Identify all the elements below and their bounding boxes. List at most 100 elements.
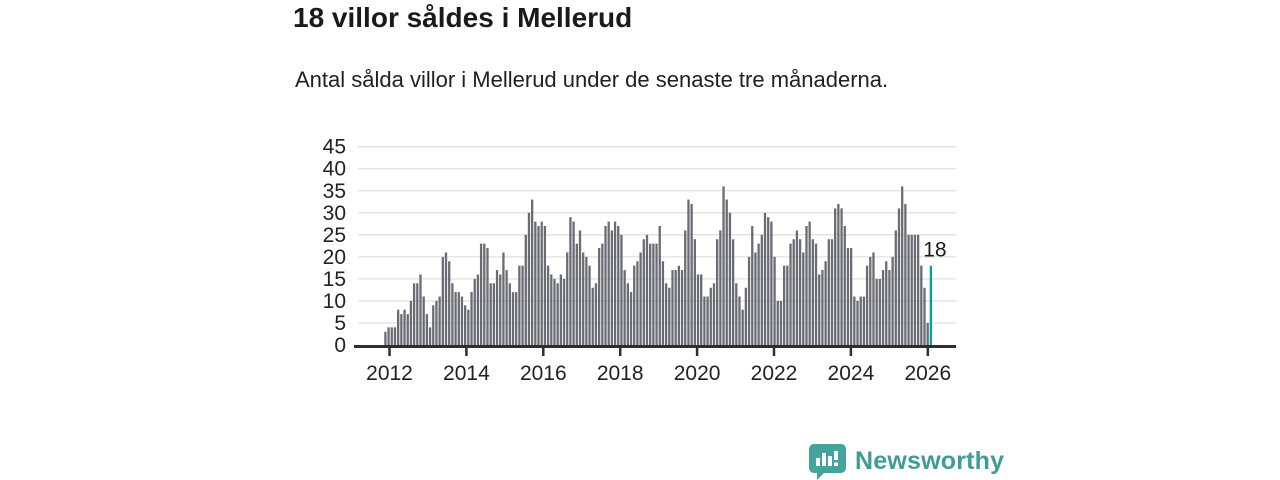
bar [738, 296, 741, 345]
bar [674, 270, 677, 345]
bar [904, 203, 907, 345]
bar [712, 283, 716, 345]
x-tick-label-2014: 2014 [443, 362, 490, 385]
bar [754, 252, 757, 345]
bar [846, 248, 850, 345]
bar [505, 270, 508, 345]
bar [814, 243, 818, 345]
bar [926, 322, 929, 345]
bar [470, 292, 473, 345]
bar [441, 256, 444, 345]
bar [824, 261, 827, 345]
x-tick-label-2024: 2024 [828, 362, 875, 385]
bar [623, 270, 626, 345]
bar [849, 248, 853, 345]
bar [731, 239, 735, 345]
bar [511, 292, 515, 345]
bar [891, 256, 894, 345]
bar [795, 230, 799, 345]
bar [885, 261, 888, 345]
bar [444, 252, 448, 345]
bar [438, 296, 441, 345]
newsworthy-logo: Newsworthy [808, 443, 1004, 480]
bar [798, 239, 802, 345]
bar [671, 270, 674, 345]
bar [572, 221, 575, 345]
bar [865, 265, 869, 345]
bar [920, 265, 923, 345]
y-tick-label-40: 40 [323, 158, 346, 181]
bar [693, 239, 696, 345]
bar [499, 274, 502, 345]
bar [537, 226, 540, 345]
bar [390, 327, 393, 345]
bar [629, 292, 633, 345]
bar [677, 265, 681, 345]
bar [562, 278, 566, 345]
y-tick-label-5: 5 [334, 312, 346, 335]
bar [620, 234, 623, 345]
bar [706, 296, 709, 345]
bar [773, 256, 776, 345]
bar [645, 234, 649, 345]
y-tick-label-30: 30 [323, 202, 346, 225]
bar [553, 278, 556, 345]
bar [913, 234, 917, 345]
bar [767, 217, 770, 345]
bar [492, 283, 496, 345]
bar [700, 274, 703, 345]
bar [582, 252, 585, 345]
bar [725, 199, 728, 345]
bar [387, 327, 390, 345]
bar [786, 265, 789, 345]
bar [789, 243, 792, 345]
bar [460, 296, 464, 345]
bar [859, 296, 862, 345]
bar [540, 221, 543, 345]
highlight-value-label: 18 [923, 239, 946, 262]
x-tick-label-2026: 2026 [904, 362, 951, 385]
bar [840, 208, 843, 345]
bar [776, 300, 779, 345]
x-tick-label-2012: 2012 [366, 362, 413, 385]
bar [888, 270, 891, 345]
bar [559, 274, 562, 345]
bar [384, 331, 387, 345]
y-tick-label-10: 10 [323, 290, 346, 313]
bar [524, 234, 527, 345]
bar [843, 226, 846, 345]
bar [419, 274, 422, 345]
bar [658, 226, 661, 345]
bar [757, 243, 760, 345]
bar [588, 265, 591, 345]
bar [607, 221, 610, 345]
bar [633, 265, 636, 345]
bar [655, 243, 658, 345]
bar [546, 265, 550, 345]
y-tick-label-25: 25 [323, 224, 346, 247]
bar [684, 230, 687, 345]
y-tick-label-0: 0 [334, 334, 346, 357]
bar [872, 252, 875, 345]
bar [741, 309, 744, 345]
bar [680, 270, 684, 345]
bar [425, 314, 429, 345]
bar [687, 199, 690, 345]
newsworthy-wordmark: Newsworthy [855, 447, 1005, 475]
bar [575, 243, 578, 345]
highlight-bar [929, 265, 933, 345]
bar [518, 265, 521, 345]
bar [486, 248, 489, 345]
bar [495, 270, 499, 345]
chart-title: 18 villor såldes i Mellerud [293, 2, 633, 33]
bar [696, 274, 700, 345]
bar [543, 226, 547, 345]
bar [763, 212, 767, 345]
chart-subtitle: Antal sålda villor i Mellerud under de s… [295, 67, 889, 92]
bar [869, 256, 872, 345]
bar [457, 292, 460, 345]
bar [515, 292, 518, 345]
bar [585, 256, 588, 345]
